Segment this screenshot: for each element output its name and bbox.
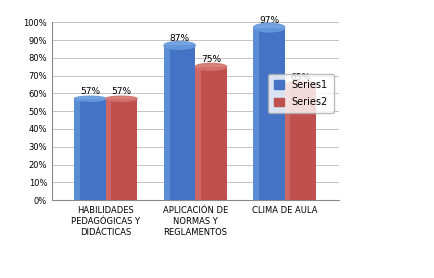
Text: 97%: 97%: [259, 16, 279, 25]
Legend: Series1, Series2: Series1, Series2: [268, 74, 334, 113]
Bar: [253, 28, 259, 200]
Bar: [106, 99, 137, 200]
Bar: [106, 99, 112, 200]
Bar: [285, 85, 290, 200]
Ellipse shape: [285, 82, 316, 87]
Bar: [253, 28, 285, 200]
Text: 57%: 57%: [112, 87, 132, 96]
Bar: [164, 45, 195, 200]
Ellipse shape: [195, 63, 227, 70]
Bar: [285, 85, 316, 200]
Bar: [195, 67, 201, 200]
Bar: [75, 99, 80, 200]
Ellipse shape: [75, 96, 106, 101]
Text: 87%: 87%: [170, 34, 190, 43]
Ellipse shape: [253, 23, 285, 32]
Text: 65%: 65%: [290, 73, 311, 82]
Ellipse shape: [164, 41, 195, 49]
Bar: [164, 45, 170, 200]
Ellipse shape: [106, 96, 137, 101]
Text: 75%: 75%: [201, 55, 221, 64]
Text: 57%: 57%: [80, 87, 100, 96]
Bar: [75, 99, 106, 200]
Bar: [195, 67, 227, 200]
